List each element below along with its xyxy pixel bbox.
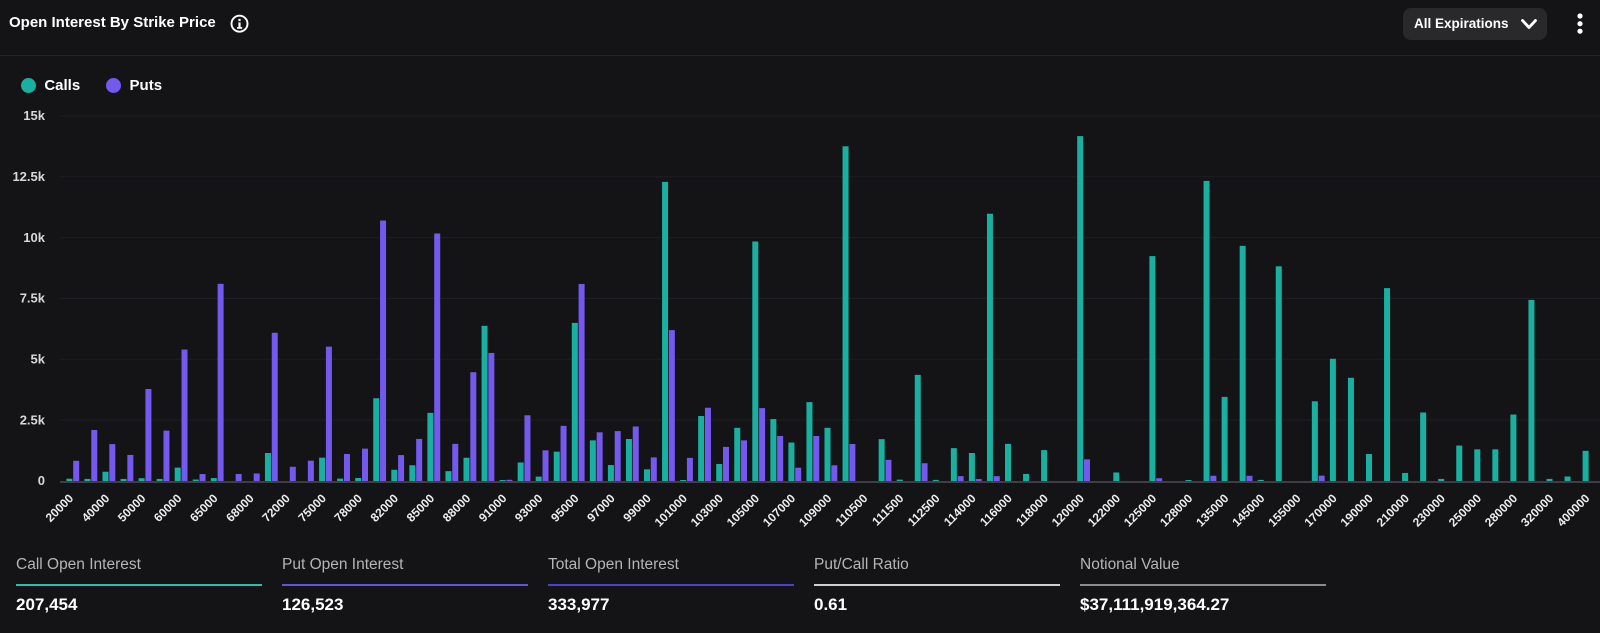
- svg-text:72000: 72000: [259, 491, 293, 525]
- svg-text:107000: 107000: [760, 491, 798, 529]
- svg-text:112500: 112500: [905, 491, 943, 529]
- svg-text:15k: 15k: [23, 108, 45, 123]
- svg-text:105000: 105000: [724, 491, 762, 529]
- svg-text:122000: 122000: [1085, 491, 1123, 529]
- svg-text:40000: 40000: [79, 491, 113, 525]
- svg-text:2.5k: 2.5k: [20, 412, 46, 427]
- svg-text:12.5k: 12.5k: [12, 169, 45, 184]
- svg-text:5k: 5k: [31, 352, 46, 367]
- svg-text:68000: 68000: [223, 491, 257, 525]
- svg-text:190000: 190000: [1338, 491, 1376, 529]
- svg-text:82000: 82000: [368, 491, 402, 525]
- svg-text:230000: 230000: [1410, 491, 1448, 529]
- svg-text:60000: 60000: [151, 491, 185, 525]
- svg-text:10k: 10k: [23, 230, 45, 245]
- svg-text:65000: 65000: [187, 491, 221, 525]
- svg-text:103000: 103000: [688, 491, 726, 529]
- svg-text:109000: 109000: [796, 491, 834, 529]
- svg-text:116000: 116000: [977, 491, 1015, 529]
- svg-text:110500: 110500: [833, 491, 871, 529]
- svg-text:101000: 101000: [652, 491, 690, 529]
- svg-text:210000: 210000: [1374, 491, 1412, 529]
- svg-text:7.5k: 7.5k: [20, 291, 46, 306]
- svg-text:320000: 320000: [1518, 491, 1556, 529]
- svg-text:280000: 280000: [1482, 491, 1520, 529]
- svg-text:0: 0: [38, 473, 45, 488]
- svg-text:125000: 125000: [1121, 491, 1159, 529]
- svg-text:93000: 93000: [512, 491, 546, 525]
- svg-text:78000: 78000: [332, 491, 366, 525]
- svg-text:95000: 95000: [548, 491, 582, 525]
- svg-text:75000: 75000: [295, 491, 329, 525]
- svg-text:155000: 155000: [1265, 491, 1303, 529]
- svg-text:20000: 20000: [43, 491, 77, 525]
- svg-text:97000: 97000: [584, 491, 618, 525]
- svg-text:50000: 50000: [115, 491, 149, 525]
- svg-text:88000: 88000: [440, 491, 474, 525]
- svg-text:114000: 114000: [941, 491, 979, 529]
- svg-text:170000: 170000: [1302, 491, 1340, 529]
- svg-text:99000: 99000: [620, 491, 654, 525]
- svg-text:120000: 120000: [1049, 491, 1087, 529]
- svg-text:250000: 250000: [1446, 491, 1484, 529]
- svg-text:118000: 118000: [1013, 491, 1051, 529]
- svg-text:91000: 91000: [476, 491, 510, 525]
- svg-text:85000: 85000: [404, 491, 438, 525]
- svg-text:145000: 145000: [1229, 491, 1267, 529]
- svg-text:111500: 111500: [869, 491, 907, 529]
- svg-text:400000: 400000: [1554, 491, 1592, 529]
- svg-text:128000: 128000: [1157, 491, 1195, 529]
- svg-text:135000: 135000: [1193, 491, 1231, 529]
